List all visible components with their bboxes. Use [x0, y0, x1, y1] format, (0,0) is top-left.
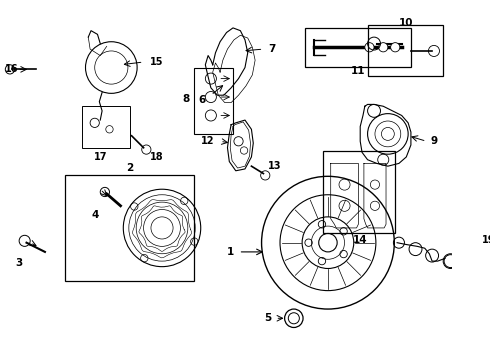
Text: 15: 15	[150, 57, 164, 67]
Bar	[368, 25, 443, 76]
Circle shape	[379, 42, 388, 52]
Text: 9: 9	[430, 136, 438, 146]
Text: 13: 13	[268, 161, 282, 171]
Polygon shape	[360, 104, 411, 166]
Bar	[65, 175, 194, 282]
Text: 6: 6	[198, 95, 205, 105]
Text: 10: 10	[399, 18, 414, 28]
Text: 19: 19	[482, 235, 490, 245]
Text: 3: 3	[16, 258, 23, 268]
Circle shape	[391, 42, 400, 52]
Text: 14: 14	[353, 235, 368, 245]
Bar	[305, 28, 411, 67]
Text: 8: 8	[182, 94, 190, 104]
Text: 16: 16	[5, 64, 19, 75]
Text: 4: 4	[91, 210, 98, 220]
Text: 12: 12	[201, 136, 215, 146]
Text: 7: 7	[268, 44, 275, 54]
Bar	[82, 106, 130, 148]
Text: 18: 18	[150, 152, 164, 162]
Text: 17: 17	[94, 152, 107, 162]
Bar	[323, 150, 395, 234]
Circle shape	[365, 42, 374, 52]
Bar	[194, 68, 233, 134]
Text: 2: 2	[126, 163, 133, 173]
Text: 11: 11	[351, 66, 366, 76]
Text: 1: 1	[227, 247, 234, 257]
Text: 5: 5	[265, 313, 272, 323]
